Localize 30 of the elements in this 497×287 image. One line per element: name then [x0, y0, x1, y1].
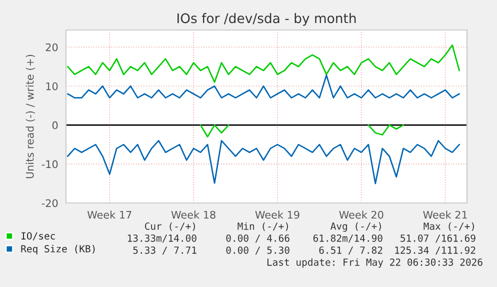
text: 0.00 / 5.30 — [226, 246, 290, 255]
line-series — [66, 44, 460, 83]
text: 5.33 / 7.71 — [133, 246, 196, 255]
y-tick-label: 0 — [52, 121, 58, 130]
text: 61.82m/14.90 — [313, 234, 382, 243]
y-tick-label: -10 — [42, 160, 58, 168]
x-tick-label: Week 21 — [423, 210, 467, 219]
text: Max (-/+) — [424, 222, 474, 231]
y-tick-label: 20 — [46, 43, 58, 52]
text: Min (-/+) — [238, 222, 288, 231]
text: Last update: Fri May 22 06:30:33 2026 — [267, 258, 482, 268]
y-tick-label: -20 — [42, 199, 58, 208]
text: 51.07 /161.69 — [400, 234, 476, 243]
text: 6.51 / 7.82 — [319, 246, 382, 255]
x-tick-label: Week 17 — [87, 210, 132, 219]
legend-label: IO/sec — [22, 232, 55, 240]
text: Avg (-/+) — [330, 222, 381, 232]
legend-label: Req Size (KB) — [21, 244, 95, 254]
line-series — [66, 74, 460, 98]
text: Cur (-/+) — [144, 222, 195, 231]
chart-title: IOs for /dev/sda - by month — [178, 13, 356, 26]
x-tick-label: Week 20 — [339, 210, 384, 219]
y-tick-label: 10 — [46, 82, 58, 90]
line-series — [66, 140, 460, 184]
x-tick-label: Week 19 — [255, 210, 300, 219]
text: 0.00 / 4.66 — [226, 234, 290, 243]
y-axis-title: Units read (-) / write (+) — [26, 54, 35, 178]
text: 125.34 /111.92 — [395, 246, 476, 255]
text: 13.33m/14.00 — [128, 234, 196, 243]
x-tick-label: Week 18 — [171, 210, 216, 219]
